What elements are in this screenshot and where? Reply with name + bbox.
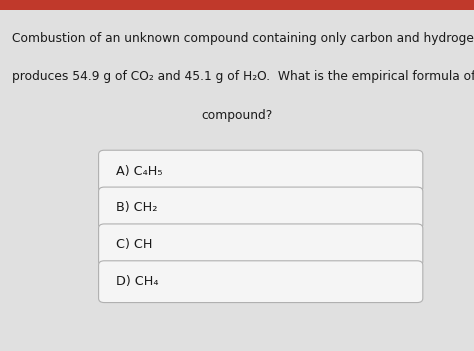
Text: produces 54.9 g of CO₂ and 45.1 g of H₂O.  What is the empirical formula of the: produces 54.9 g of CO₂ and 45.1 g of H₂O… <box>12 70 474 83</box>
Text: D) CH₄: D) CH₄ <box>116 275 159 288</box>
Text: B) CH₂: B) CH₂ <box>116 201 158 214</box>
FancyBboxPatch shape <box>99 187 423 229</box>
Text: A) C₄H₅: A) C₄H₅ <box>116 165 163 178</box>
Text: compound?: compound? <box>201 109 273 122</box>
Bar <box>0 0 474 10</box>
FancyBboxPatch shape <box>99 224 423 266</box>
FancyBboxPatch shape <box>99 261 423 303</box>
FancyBboxPatch shape <box>99 150 423 192</box>
Text: Combustion of an unknown compound containing only carbon and hydrogen: Combustion of an unknown compound contai… <box>12 32 474 45</box>
Text: C) CH: C) CH <box>116 238 153 251</box>
